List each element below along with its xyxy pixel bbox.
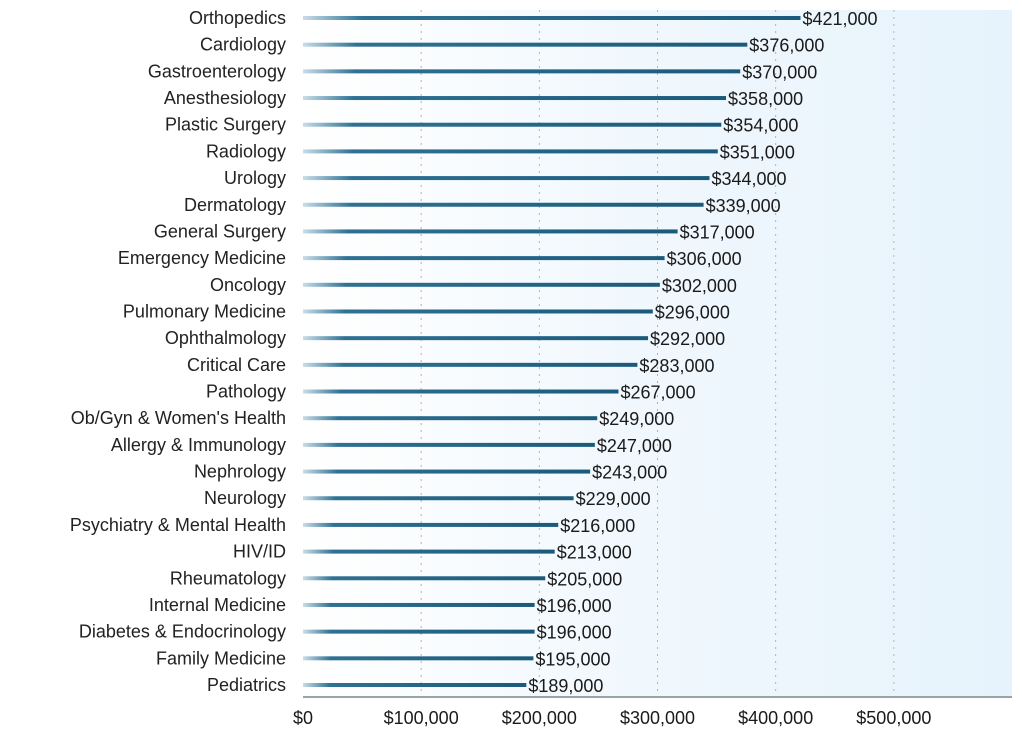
category-label: Ob/Gyn & Women's Health: [71, 408, 286, 428]
category-label: Nephrology: [194, 462, 286, 482]
bar: [303, 336, 649, 341]
bar: [303, 202, 704, 207]
bar: [303, 176, 710, 181]
bar: [303, 549, 555, 554]
category-label: Pediatrics: [207, 675, 286, 695]
bar: [303, 683, 527, 687]
x-tick-label: $300,000: [620, 708, 695, 728]
value-label: $247,000: [597, 436, 672, 456]
bar: [303, 16, 801, 20]
value-label: $216,000: [560, 516, 635, 536]
category-label: HIV/ID: [233, 542, 286, 562]
x-tick-label: $200,000: [502, 708, 577, 728]
value-label: $249,000: [599, 409, 674, 429]
value-label: $196,000: [537, 596, 612, 616]
x-tick-label: $400,000: [738, 708, 813, 728]
value-label: $243,000: [592, 463, 667, 483]
category-label: Diabetes & Endocrinology: [79, 622, 286, 642]
bar: [303, 282, 660, 287]
bar: [303, 629, 535, 634]
bar: [303, 122, 722, 127]
value-label: $354,000: [723, 116, 798, 136]
value-label: $317,000: [680, 222, 755, 242]
bar: [303, 602, 535, 607]
value-label: $189,000: [528, 676, 603, 696]
bar: [303, 576, 546, 581]
value-label: $344,000: [711, 169, 786, 189]
bar: [303, 149, 718, 154]
category-label: Oncology: [210, 275, 286, 295]
value-label: $196,000: [537, 623, 612, 643]
bar: [303, 469, 591, 474]
category-label: Neurology: [204, 488, 286, 508]
x-tick-label: $0: [293, 708, 313, 728]
category-label: Urology: [224, 168, 286, 188]
value-label: $351,000: [720, 142, 795, 162]
bar: [303, 362, 638, 367]
value-label: $195,000: [535, 649, 610, 669]
category-label: Anesthesiology: [164, 88, 286, 108]
category-label: Orthopedics: [189, 8, 286, 28]
value-label: $339,000: [706, 196, 781, 216]
bar: [303, 442, 595, 447]
value-label: $292,000: [650, 329, 725, 349]
x-tick-label: $500,000: [856, 708, 931, 728]
bar: [303, 522, 559, 527]
value-label: $205,000: [547, 569, 622, 589]
category-label: Family Medicine: [156, 648, 286, 668]
category-label: Psychiatry & Mental Health: [70, 515, 286, 535]
category-label: Plastic Surgery: [165, 115, 286, 135]
category-label: Cardiology: [200, 35, 286, 55]
value-label: $283,000: [639, 356, 714, 376]
x-tick-label: $100,000: [384, 708, 459, 728]
category-label: Pathology: [206, 382, 286, 402]
category-label: Dermatology: [184, 195, 286, 215]
bar: [303, 656, 534, 661]
category-label: Rheumatology: [170, 568, 286, 588]
value-label: $229,000: [576, 489, 651, 509]
value-label: $358,000: [728, 89, 803, 109]
category-label: Critical Care: [187, 355, 286, 375]
value-label: $421,000: [802, 9, 877, 29]
bar: [303, 309, 653, 314]
value-label: $370,000: [742, 62, 817, 82]
category-label: Radiology: [206, 141, 286, 161]
value-label: $306,000: [667, 249, 742, 269]
category-label: Gastroenterology: [148, 61, 286, 81]
value-label: $267,000: [621, 383, 696, 403]
bar: [303, 389, 619, 394]
category-label: Emergency Medicine: [118, 248, 286, 268]
category-label: Allergy & Immunology: [111, 435, 286, 455]
bar: [303, 496, 574, 501]
bar: [303, 256, 665, 261]
bar: [303, 42, 748, 47]
bar: [303, 416, 598, 421]
category-label: General Surgery: [154, 221, 286, 241]
value-label: $213,000: [557, 543, 632, 563]
value-label: $376,000: [749, 36, 824, 56]
bar: [303, 69, 741, 74]
category-label: Ophthalmology: [165, 328, 286, 348]
value-label: $296,000: [655, 302, 730, 322]
value-label: $302,000: [662, 276, 737, 296]
bar: [303, 96, 727, 101]
category-label: Pulmonary Medicine: [123, 301, 286, 321]
category-label: Internal Medicine: [149, 595, 286, 615]
bar: [303, 229, 678, 234]
